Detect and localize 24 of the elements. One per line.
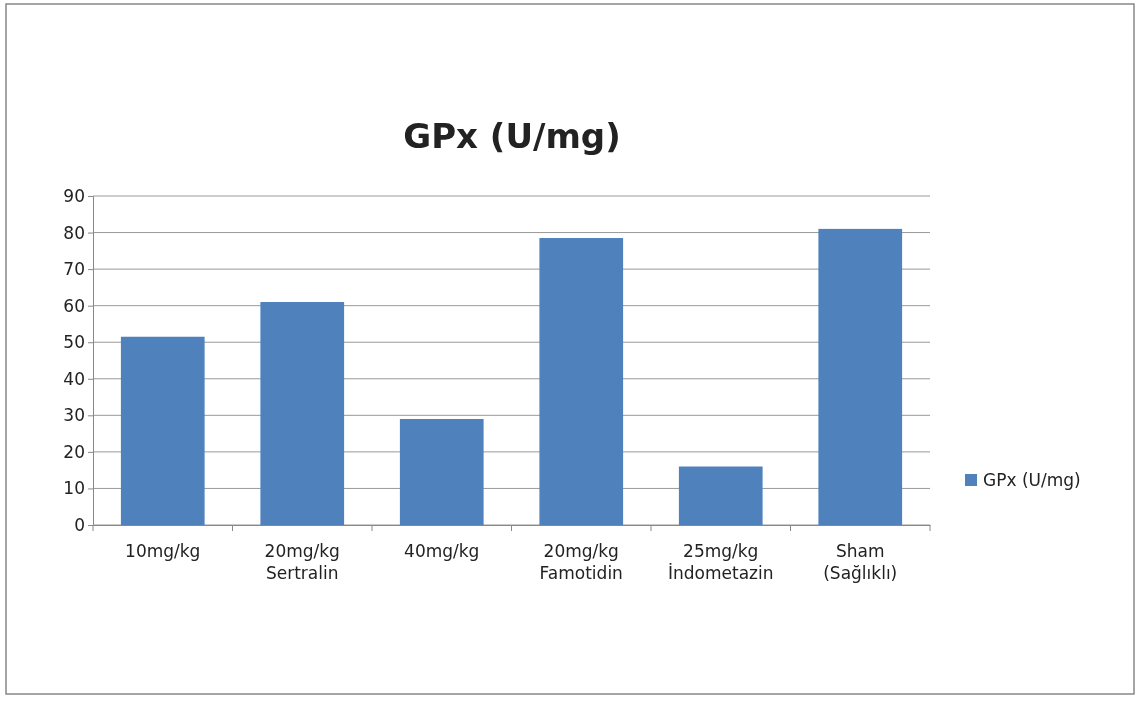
y-tick-label: 0	[74, 514, 85, 535]
y-tick-label: 50	[63, 332, 85, 353]
y-tick-label: 40	[63, 368, 85, 389]
x-tick-label: 20mg/kg Famotidin	[539, 541, 623, 583]
chart-title: GPx (U/mg)	[403, 116, 621, 156]
x-tick-label: 20mg/kg Sertralin	[264, 541, 340, 583]
y-tick-label: 80	[63, 222, 85, 243]
x-tick-label: 40mg/kg	[404, 541, 480, 561]
bar	[818, 228, 903, 525]
bar	[260, 302, 345, 525]
y-tick-label: 20	[63, 441, 85, 462]
x-tick-label: 10mg/kg	[125, 541, 201, 561]
y-tick-label: 60	[63, 295, 85, 316]
bar	[120, 336, 205, 525]
bar	[539, 238, 624, 525]
x-tick-label: 25mg/kg İndometazin	[667, 541, 774, 583]
legend-label: GPx (U/mg)	[983, 470, 1081, 490]
y-tick-label: 10	[63, 478, 85, 499]
y-tick-label: 30	[63, 405, 85, 426]
bar	[678, 466, 763, 525]
x-tick-label: Sham (Sağlıklı)	[823, 541, 898, 583]
bar	[399, 418, 484, 525]
y-tick-label: 90	[63, 185, 85, 206]
y-tick-label: 70	[63, 259, 85, 280]
